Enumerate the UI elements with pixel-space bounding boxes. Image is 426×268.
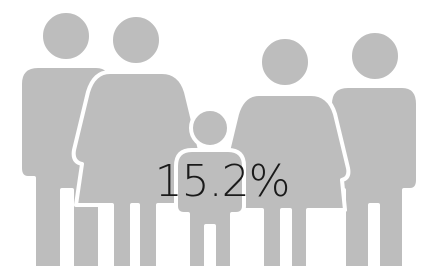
infographic: 15.2%	[0, 0, 426, 268]
statistic-value: 15.2%	[155, 156, 290, 207]
page: 15.2% (() => { const data = JSON.parse(d…	[0, 0, 426, 268]
family-silhouettes	[20, 11, 418, 268]
woman-right	[224, 37, 349, 268]
